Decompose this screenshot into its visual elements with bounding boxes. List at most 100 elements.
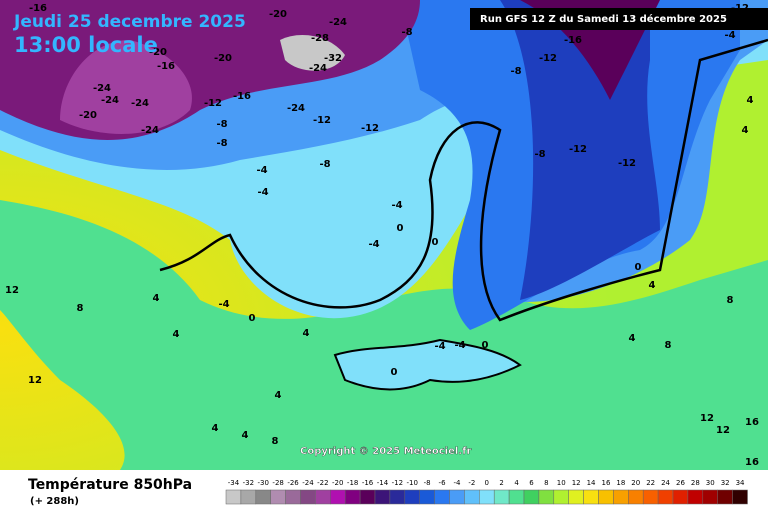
scale-label: -14: [377, 479, 389, 487]
contour-label: 12: [28, 375, 42, 386]
contour-label: 4: [242, 430, 249, 441]
run-info: Run GFS 12 Z du Samedi 13 décembre 2025: [480, 13, 727, 25]
contour-label: -16: [564, 35, 582, 46]
color-scale: -34 -32 -30 -28 -26 -24 -22 -20 -18 -16 -14 -12 -10-…: [225, 479, 748, 505]
scale-label: 18: [616, 479, 625, 487]
scale-swatch: [255, 489, 271, 505]
scale-swatch: [434, 489, 450, 505]
copyright: Copyright © 2025 Meteociel.fr: [300, 446, 471, 457]
contour-label: -8: [510, 66, 521, 77]
scale-label: 4: [514, 479, 519, 487]
scale-label: 16: [601, 479, 610, 487]
scale-label: -8: [424, 479, 431, 487]
contour-label: -8: [534, 149, 545, 160]
contour-label: -4: [368, 239, 379, 250]
scale-label: -4: [453, 479, 461, 487]
scale-swatch: [717, 489, 733, 505]
forecast-date: Jeudi 25 decembre 2025: [13, 12, 246, 32]
scale-label: 0: [485, 479, 489, 487]
scale-swatch: [672, 489, 689, 505]
contour-label: 0: [397, 223, 404, 234]
forecast-time: 13:00 locale: [14, 33, 158, 57]
scale-label: 10: [557, 479, 566, 487]
scale-label: -2: [468, 479, 475, 487]
scale-label: -32: [243, 479, 254, 487]
contour-label: 4: [212, 423, 219, 434]
contour-label: 4: [173, 329, 180, 340]
contour-label: -16: [157, 61, 175, 72]
contour-label: 0: [482, 340, 489, 351]
scale-label: 28: [691, 479, 700, 487]
scale-label: -16: [362, 479, 374, 487]
contour-label: 12: [5, 285, 19, 296]
scale-swatch: [449, 489, 465, 505]
scale-swatch: [389, 489, 406, 505]
contour-label: -24: [93, 83, 111, 94]
contour-label: 4: [649, 280, 656, 291]
scale-swatch: [464, 489, 480, 505]
contour-label: -24: [329, 17, 347, 28]
contour-label: 16: [745, 417, 759, 428]
scale-swatch: [613, 489, 629, 505]
scale-swatch: [628, 489, 644, 505]
scale-swatch: [732, 489, 748, 505]
contour-label: -20: [269, 9, 287, 20]
scale-label: 14: [587, 479, 596, 487]
scale-swatch: [523, 489, 540, 505]
scale-label: -22: [317, 479, 328, 487]
contour-label: -8: [216, 119, 227, 130]
scale-swatch: [359, 489, 376, 505]
scale-swatch: [687, 489, 704, 505]
contour-label: 4: [742, 125, 749, 136]
scale-label: 24: [661, 479, 670, 487]
contour-label: 4: [303, 328, 310, 339]
scale-label: 12: [572, 479, 581, 487]
contour-label: -4: [434, 341, 445, 352]
contour-label: 16: [745, 457, 759, 468]
scale-label: 20: [631, 479, 640, 487]
scale-swatch: [374, 489, 391, 505]
contour-label: -24: [287, 103, 305, 114]
scale-label: 6: [529, 479, 534, 487]
contour-label: 0: [391, 367, 398, 378]
scale-label: -28: [272, 479, 283, 487]
scale-label: 30: [706, 479, 715, 487]
contour-label: -12: [361, 123, 379, 134]
footer-title: Température 850hPa: [28, 477, 192, 493]
contour-label: -24: [131, 98, 149, 109]
contour-labels: -16-20-24-8-28-32-24-20-20-16-24-24 -24-2…: [5, 3, 759, 468]
contour-label: -24: [141, 125, 159, 136]
contour-label: -16: [233, 91, 251, 102]
contour-label: -12: [313, 115, 331, 126]
contour-label: -4: [454, 340, 465, 351]
contour-label: -4: [256, 165, 267, 176]
scale-swatch: [270, 489, 286, 505]
contour-label: 0: [249, 313, 256, 324]
contour-label: 4: [153, 293, 160, 304]
contour-label: -12: [204, 98, 222, 109]
scale-swatch: [508, 489, 525, 505]
scale-swatch: [285, 489, 301, 505]
contour-label: -8: [319, 159, 330, 170]
contour-label: 12: [700, 413, 714, 424]
contour-label: -24: [309, 63, 327, 74]
scale-label: -6: [439, 479, 447, 487]
scale-swatch: [642, 489, 659, 505]
scale-label: 34: [736, 479, 745, 487]
scale-label: -30: [258, 479, 269, 487]
contour-label: 4: [275, 390, 282, 401]
contour-label: -8: [401, 27, 412, 38]
scale-label: -26: [287, 479, 299, 487]
scale-label: -18: [347, 479, 358, 487]
scale-label: -10: [407, 479, 418, 487]
contour-label: 4: [747, 95, 754, 106]
contour-label: 4: [629, 333, 636, 344]
contour-label: -28: [311, 33, 329, 44]
scale-label: -24: [302, 479, 314, 487]
scale-label: 2: [499, 479, 503, 487]
scale-swatch: [702, 489, 718, 505]
scale-swatch: [479, 489, 495, 505]
scale-swatch: [419, 489, 435, 505]
scale-label: 22: [646, 479, 655, 487]
